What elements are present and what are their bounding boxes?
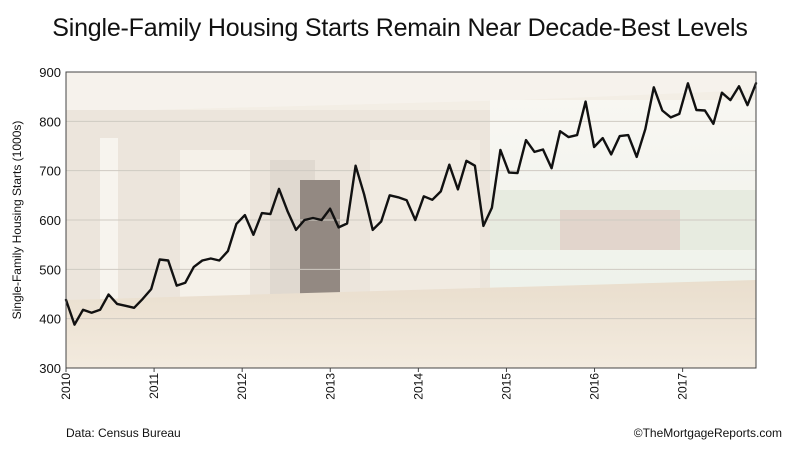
x-axis-ticks: 2010 2011 2012 2013 2014 2015 2016 2017 — [59, 368, 690, 400]
x-tick-label: 2016 — [588, 373, 602, 400]
y-tick-label: 400 — [39, 312, 61, 327]
y-tick-label: 800 — [39, 114, 61, 129]
y-tick-label: 900 — [39, 65, 61, 80]
series-layer — [64, 82, 758, 326]
y-tick-label: 300 — [39, 361, 61, 376]
plot-frame — [65, 71, 757, 369]
y-axis-label: Single-Family Housing Starts (1000s) — [10, 121, 24, 320]
gridlines — [66, 120, 756, 320]
credit-note: ©TheMortgageReports.com — [633, 426, 782, 440]
x-tick-label: 2013 — [323, 373, 337, 400]
y-axis-ticks: 300 400 500 600 700 800 900 — [39, 65, 61, 376]
x-tick-label: 2012 — [235, 373, 249, 400]
x-tick-label: 2010 — [59, 373, 73, 400]
series-line-0 — [64, 82, 758, 326]
x-tick-label: 2017 — [676, 373, 690, 400]
y-tick-label: 600 — [39, 213, 61, 228]
x-tick-label: 2011 — [147, 373, 161, 399]
x-tick-label: 2015 — [499, 373, 513, 400]
source-note: Data: Census Bureau — [66, 426, 181, 440]
y-tick-label: 700 — [39, 164, 61, 179]
x-tick-label: 2014 — [411, 373, 425, 400]
chart-title: Single-Family Housing Starts Remain Near… — [52, 14, 748, 42]
y-tick-label: 500 — [39, 262, 61, 277]
